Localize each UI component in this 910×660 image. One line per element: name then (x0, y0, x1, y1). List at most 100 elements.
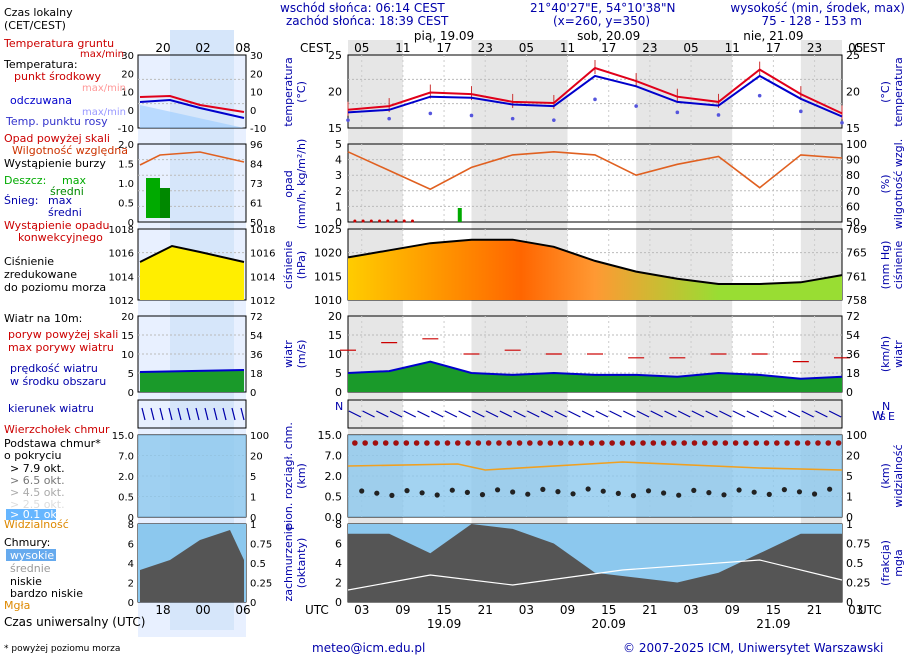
clouds-unit: (oktanty) (295, 538, 308, 589)
axis-tick: 1 (846, 491, 853, 504)
wind-arrow (403, 410, 417, 418)
cloud-top-dot (804, 440, 811, 446)
dew-point-dot (510, 116, 515, 121)
legend-axis-tick: 18 (250, 369, 263, 380)
wind-arrow (430, 410, 444, 418)
footnote: * powyżej poziomu morza (4, 644, 120, 654)
legend-pressure-line (139, 244, 245, 263)
legend-conv: Wystąpienie opadu (4, 219, 109, 232)
legend-pressure-3: do poziomu morza (4, 281, 106, 294)
legend-axis-tick: 0 (128, 218, 134, 229)
axis-tick: 15 (328, 329, 342, 342)
cloud-base-dot (811, 491, 818, 497)
cloud-base-dot (645, 488, 652, 494)
legend-axis-tick: 1018 (109, 225, 134, 236)
axis-tick: 761 (846, 270, 867, 283)
dew-point-dot (757, 93, 762, 98)
cloudbase-sky (348, 435, 842, 517)
grid-point-text: (x=260, y=350) (553, 14, 650, 28)
wind-arrow (499, 410, 513, 418)
felt-temp-line (347, 74, 843, 118)
legend-axis-tick: 30 (250, 51, 263, 62)
visibility-line (347, 461, 843, 471)
legend-ground-maxmin: max/min (80, 49, 124, 60)
cloud-top-dot (743, 440, 749, 446)
wind-arrow (787, 410, 801, 418)
legend-temp-maxmin: max/min (82, 83, 126, 94)
legend-pressure-1: Ciśnienie (4, 255, 54, 268)
legend-axis-tick: 1012 (109, 296, 134, 307)
axis-tick: 758 (846, 294, 867, 307)
day-top: sob, 20.09 (577, 29, 640, 43)
cest-hour: 05 (848, 41, 863, 55)
legend-axis-tick: 7.0 (118, 452, 134, 463)
legend-axis-tick: 1016 (250, 249, 275, 260)
axis-tick: 0.25 (846, 577, 871, 590)
cest-hour: 23 (478, 41, 493, 55)
legend-axis-tick: 15 (121, 331, 134, 342)
cloud-top-dot (681, 440, 687, 446)
legend-wind-arrow (159, 407, 164, 421)
axis-tick: 15 (328, 122, 342, 135)
legend-axis-tick: 20 (121, 69, 134, 80)
legend-axis-tick: 0 (128, 106, 134, 117)
dew-point-dot (675, 110, 680, 115)
legend-high-swatch (6, 549, 56, 561)
legend-wind-arrow (222, 407, 227, 421)
clouds-title: zachmurzenie (282, 524, 295, 601)
cloud-base-dot (630, 493, 637, 499)
cloud-base-dot (449, 487, 455, 493)
axis-tick: 0 (335, 216, 342, 229)
legend-high: wysokie (10, 549, 54, 562)
utc-label-right: UTC (858, 603, 882, 617)
cloud-base-dot (404, 488, 410, 494)
utc-hour: 03 (354, 603, 369, 617)
cest-hour: 05 (519, 41, 534, 55)
cloud-top-dot (578, 440, 585, 446)
cloud-top-dot (547, 440, 554, 446)
cloud-top-dot (537, 440, 543, 446)
wind-arrow (472, 410, 485, 418)
cloud-top-dot (516, 440, 523, 446)
wind-arrow (828, 410, 842, 418)
cloud-top-dot (424, 440, 430, 446)
legend-wind-arrow (186, 407, 191, 421)
legend-temp-line (139, 94, 245, 113)
legend-axis-tick: 5 (250, 472, 256, 483)
utc-hour: 15 (601, 603, 616, 617)
email-link[interactable]: meteo@icm.edu.pl (312, 641, 425, 655)
legend-gust-above: poryw powyżej skali (8, 328, 118, 341)
wind-arrow (417, 410, 430, 418)
legend-axis-tick: 4 (128, 559, 134, 570)
legend-c79: > 7.9 okt. (10, 462, 65, 475)
axis-tick: 4 (335, 154, 342, 167)
dew-point-dot (387, 116, 391, 121)
cest-hour: 11 (725, 41, 740, 55)
legend-axis-tick: 1.0 (118, 179, 134, 190)
legend-frame-dir (137, 399, 247, 429)
legend-axis-tick: 0.75 (250, 540, 272, 551)
legend-axis-tick: 1016 (109, 249, 134, 260)
cloud-base-dot (751, 489, 757, 495)
wind-arrow (540, 410, 554, 418)
wind-arrow (389, 410, 403, 418)
axis-tick: 1 (335, 200, 342, 213)
axis-tick: 90 (846, 154, 860, 167)
legend-axis-tick: 1018 (250, 225, 275, 236)
legend-axis-tick: 84 (250, 160, 263, 171)
legend-ground-temp: Temperatura gruntu (3, 37, 114, 50)
compass-n-left: N (335, 400, 343, 413)
cloud-base-dot (827, 486, 833, 492)
pressure-area (348, 239, 842, 300)
axis-tick: 8 (335, 518, 342, 531)
legend-axis-tick: 61 (250, 199, 263, 210)
cloudbase-unit: (km) (295, 463, 308, 489)
axis-tick: 15.0 (318, 429, 343, 442)
axis-tick: 4 (335, 557, 342, 570)
legend-axis-tick: 8 (128, 520, 134, 531)
legend-wind-h: Wiatr na 10m: (4, 312, 82, 325)
legend-midpoint: punkt środkowy (14, 70, 102, 83)
legend-cloud-area (140, 530, 244, 602)
cloud-top-dot (588, 440, 595, 446)
dew-point-dot (469, 113, 474, 118)
